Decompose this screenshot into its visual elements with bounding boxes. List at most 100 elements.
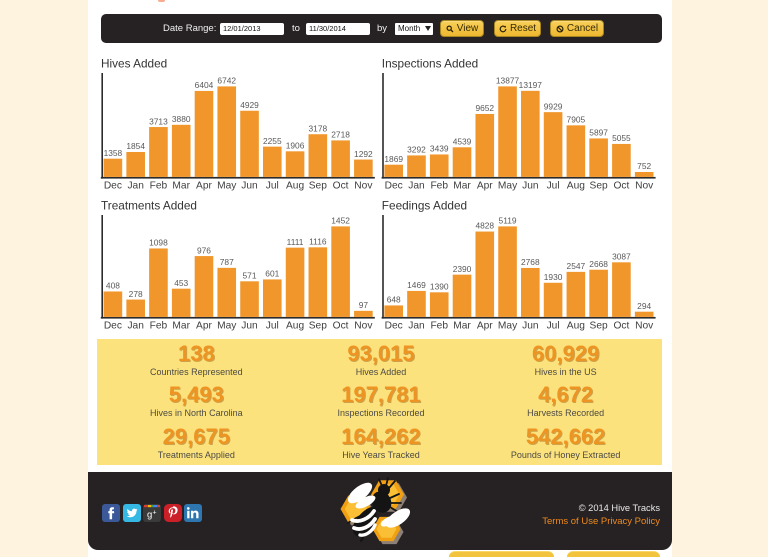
svg-text:1906: 1906	[286, 141, 305, 151]
svg-text:Jun: Jun	[522, 180, 538, 191]
svg-text:1098: 1098	[149, 238, 168, 248]
svg-text:1930: 1930	[544, 272, 563, 282]
svg-text:Dec: Dec	[104, 320, 122, 331]
svg-text:Jan: Jan	[408, 180, 424, 191]
svg-text:2668: 2668	[589, 259, 608, 269]
svg-text:Aug: Aug	[286, 180, 304, 191]
svg-text:571: 571	[243, 271, 257, 281]
svg-text:May: May	[498, 180, 518, 191]
svg-text:2768: 2768	[521, 257, 540, 267]
svg-text:Mar: Mar	[453, 180, 471, 191]
svg-text:408: 408	[106, 281, 120, 291]
svg-text:3439: 3439	[430, 144, 449, 154]
svg-text:Feb: Feb	[150, 180, 168, 191]
svg-text:9929: 9929	[544, 101, 563, 111]
svg-text:6404: 6404	[195, 80, 214, 90]
svg-text:Oct: Oct	[333, 320, 349, 331]
svg-text:Jul: Jul	[547, 320, 560, 331]
svg-text:Jun: Jun	[241, 180, 257, 191]
svg-text:May: May	[217, 320, 237, 331]
svg-text:2390: 2390	[453, 264, 472, 274]
svg-text:5119: 5119	[499, 216, 517, 226]
svg-text:13197: 13197	[519, 80, 543, 90]
svg-text:Oct: Oct	[613, 320, 629, 331]
svg-text:Nov: Nov	[354, 320, 373, 331]
svg-text:3178: 3178	[309, 123, 328, 133]
svg-text:Apr: Apr	[196, 320, 212, 331]
svg-text:Aug: Aug	[567, 180, 585, 191]
svg-text:Oct: Oct	[613, 180, 629, 191]
svg-text:Jul: Jul	[266, 320, 279, 331]
svg-text:3880: 3880	[172, 114, 191, 124]
svg-text:Jun: Jun	[522, 320, 538, 331]
svg-text:2255: 2255	[263, 136, 282, 146]
svg-text:Jan: Jan	[408, 320, 424, 331]
svg-text:Dec: Dec	[104, 180, 122, 191]
svg-text:Treatments Added: Treatments Added	[101, 198, 197, 212]
svg-text:Hives Added: Hives Added	[101, 56, 167, 70]
svg-text:Feb: Feb	[150, 320, 168, 331]
svg-text:Apr: Apr	[477, 320, 493, 331]
svg-text:752: 752	[637, 161, 651, 171]
svg-text:294: 294	[637, 301, 651, 311]
svg-text:Sep: Sep	[590, 320, 608, 331]
svg-text:601: 601	[265, 269, 279, 279]
svg-text:7905: 7905	[567, 115, 586, 125]
svg-text:May: May	[217, 180, 237, 191]
svg-text:9652: 9652	[475, 103, 494, 113]
svg-text:1358: 1358	[104, 148, 123, 158]
svg-text:Feb: Feb	[430, 320, 448, 331]
svg-text:13877: 13877	[496, 76, 520, 86]
svg-text:Jul: Jul	[266, 180, 279, 191]
svg-text:4828: 4828	[475, 221, 494, 231]
svg-text:Jun: Jun	[241, 320, 257, 331]
svg-text:Apr: Apr	[477, 180, 493, 191]
svg-text:5055: 5055	[612, 133, 631, 143]
svg-text:4929: 4929	[240, 100, 259, 110]
svg-text:1116: 1116	[309, 237, 327, 247]
svg-text:Nov: Nov	[635, 180, 654, 191]
svg-text:1111: 1111	[287, 237, 304, 247]
svg-text:1854: 1854	[126, 141, 145, 151]
svg-text:+: +	[153, 510, 157, 517]
svg-text:Feedings Added: Feedings Added	[382, 198, 467, 212]
svg-text:2718: 2718	[331, 130, 350, 140]
svg-text:Inspections Added: Inspections Added	[382, 56, 478, 70]
svg-text:97: 97	[359, 300, 369, 310]
svg-text:278: 278	[129, 289, 143, 299]
svg-text:1292: 1292	[354, 149, 373, 159]
svg-text:Nov: Nov	[354, 180, 373, 191]
svg-text:Oct: Oct	[333, 180, 349, 191]
svg-text:Jan: Jan	[127, 320, 143, 331]
svg-text:453: 453	[174, 278, 188, 288]
svg-text:4539: 4539	[453, 137, 472, 147]
svg-text:May: May	[498, 320, 518, 331]
svg-text:Sep: Sep	[309, 320, 327, 331]
svg-text:6742: 6742	[217, 76, 236, 86]
svg-text:g: g	[147, 510, 152, 521]
svg-text:2547: 2547	[567, 261, 586, 271]
svg-text:Jul: Jul	[547, 180, 560, 191]
svg-text:Dec: Dec	[385, 320, 403, 331]
svg-text:Aug: Aug	[567, 320, 585, 331]
svg-text:Sep: Sep	[309, 180, 327, 191]
svg-text:3087: 3087	[612, 252, 631, 262]
svg-text:Sep: Sep	[590, 180, 608, 191]
svg-text:1469: 1469	[407, 280, 426, 290]
svg-text:Apr: Apr	[196, 180, 212, 191]
svg-text:648: 648	[387, 295, 401, 305]
svg-text:787: 787	[220, 257, 234, 267]
svg-text:Mar: Mar	[453, 320, 471, 331]
svg-text:Mar: Mar	[172, 320, 190, 331]
svg-text:Mar: Mar	[172, 180, 190, 191]
svg-text:1452: 1452	[331, 216, 350, 226]
svg-text:1869: 1869	[384, 154, 403, 164]
svg-text:Aug: Aug	[286, 320, 304, 331]
svg-text:3713: 3713	[149, 116, 168, 126]
svg-text:Nov: Nov	[635, 320, 654, 331]
svg-text:3292: 3292	[407, 145, 426, 155]
svg-text:1390: 1390	[430, 282, 449, 292]
svg-text:Feb: Feb	[430, 180, 448, 191]
svg-text:976: 976	[197, 245, 211, 255]
svg-text:Jan: Jan	[127, 180, 143, 191]
